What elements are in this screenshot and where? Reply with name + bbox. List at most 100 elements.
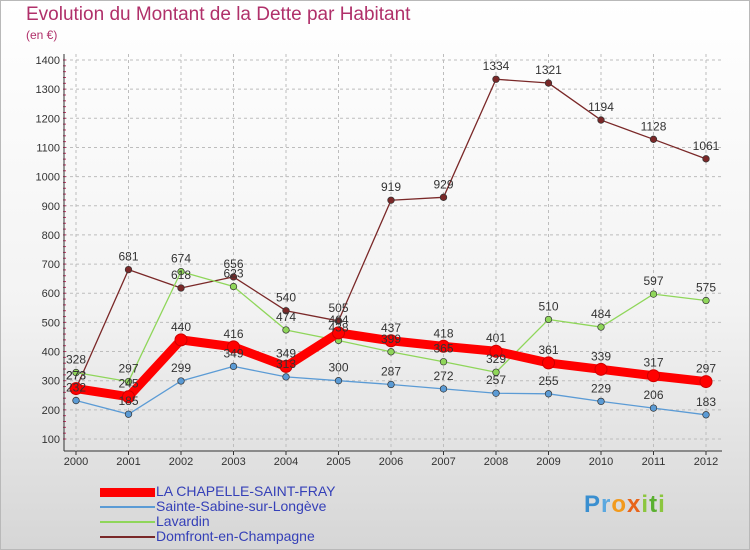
series-point-3 (282, 307, 290, 315)
series-point-1 (439, 385, 448, 393)
data-label: 656 (223, 257, 243, 271)
series-point-3 (387, 196, 395, 204)
series-point-1 (387, 380, 395, 389)
series-point-3 (544, 79, 553, 87)
data-label: 510 (538, 299, 558, 313)
series-point-3 (439, 193, 448, 201)
series-point-0 (279, 359, 293, 373)
y-tick-label: 1100 (36, 142, 60, 154)
series-point-1 (282, 373, 290, 381)
data-label: 328 (66, 353, 86, 367)
x-tick-label: 2011 (642, 456, 666, 468)
series-point-1 (597, 397, 605, 406)
y-tick-label: 300 (42, 376, 60, 388)
chart-unit: (en €) (26, 28, 58, 42)
y-tick-label: 700 (42, 259, 60, 271)
data-label: 474 (276, 310, 296, 324)
series-point-2 (282, 326, 290, 334)
series-point-2 (544, 315, 553, 324)
series-point-3 (334, 317, 343, 325)
y-tick-label: 1000 (36, 172, 60, 184)
x-tick-label: 2005 (326, 456, 350, 468)
data-label: 1194 (588, 100, 614, 114)
series-point-3 (229, 273, 238, 281)
series-point-2 (439, 358, 448, 366)
y-tick-label: 200 (42, 405, 60, 417)
series-point-0 (122, 390, 135, 404)
data-label: 919 (381, 180, 401, 194)
data-label: 929 (433, 177, 453, 191)
data-label: 300 (328, 361, 348, 375)
series-point-1 (649, 404, 658, 412)
series-point-2 (229, 282, 238, 291)
x-tick-label: 2002 (169, 456, 193, 468)
series-point-3 (492, 75, 500, 83)
series-point-0 (384, 334, 398, 348)
data-label: 185 (118, 394, 138, 408)
x-tick-label: 2006 (379, 456, 403, 468)
legend-swatch (100, 506, 155, 508)
y-tick-label: 600 (42, 288, 60, 300)
data-label: 183 (696, 395, 716, 409)
series-point-2 (124, 377, 133, 386)
series-point-0 (69, 382, 83, 396)
data-label: 297 (118, 362, 138, 376)
data-label: 674 (171, 252, 191, 266)
series-point-2 (492, 368, 500, 376)
series-point-0 (437, 339, 450, 353)
data-label: 287 (381, 364, 401, 378)
series-point-2 (702, 296, 710, 305)
data-label: 623 (223, 267, 243, 281)
x-tick-label: 2007 (431, 456, 455, 468)
series-point-0 (174, 333, 188, 347)
y-tick-label: 800 (42, 230, 60, 242)
data-label: 297 (696, 362, 716, 376)
data-label: 416 (223, 327, 243, 341)
data-label: 232 (66, 381, 86, 395)
data-label: 1128 (641, 119, 667, 133)
legend-label: Domfront-en-Champagne (156, 528, 315, 544)
data-label: 339 (591, 349, 611, 363)
series-point-0 (647, 369, 660, 383)
series-point-0 (489, 344, 503, 358)
series-point-1 (229, 362, 238, 371)
x-tick-label: 2003 (221, 456, 245, 468)
data-label: 206 (643, 388, 663, 402)
data-label: 437 (381, 321, 401, 335)
series-point-3 (124, 265, 133, 274)
data-label: 418 (433, 326, 453, 340)
y-tick-label: 900 (42, 201, 60, 213)
series-point-0 (227, 340, 240, 354)
data-label: 257 (486, 373, 506, 387)
x-tick-label: 2000 (64, 456, 88, 468)
legend-swatch (100, 536, 155, 538)
y-tick-label: 400 (42, 347, 60, 359)
series-point-1 (72, 396, 80, 405)
data-label: 329 (486, 352, 506, 366)
series-point-2 (649, 290, 658, 298)
x-tick-label: 2004 (274, 456, 298, 468)
series-point-2 (72, 368, 80, 377)
data-label: 464 (328, 313, 348, 327)
data-label: 255 (538, 374, 558, 388)
series-point-3 (597, 116, 605, 124)
series-point-0 (594, 362, 608, 376)
series-point-1 (124, 410, 133, 418)
x-tick-label: 2001 (116, 456, 140, 468)
data-label: 438 (328, 320, 348, 334)
y-tick-label: 1200 (36, 113, 60, 125)
data-label: 229 (591, 381, 611, 395)
data-label: 401 (486, 331, 506, 345)
chart-title: Evolution du Montant de la Dette par Hab… (26, 4, 411, 25)
x-tick-label: 2012 (694, 456, 718, 468)
data-label: 399 (381, 332, 401, 346)
data-label: 1321 (535, 63, 562, 77)
series-point-1 (177, 377, 185, 385)
y-tick-label: 1400 (36, 55, 60, 67)
legend-label: Lavardin (156, 513, 210, 529)
data-label: 1061 (693, 139, 720, 153)
series-point-3 (649, 135, 658, 143)
series-point-1 (702, 411, 710, 419)
data-label: 299 (171, 361, 191, 375)
x-tick-label: 2009 (536, 456, 560, 468)
